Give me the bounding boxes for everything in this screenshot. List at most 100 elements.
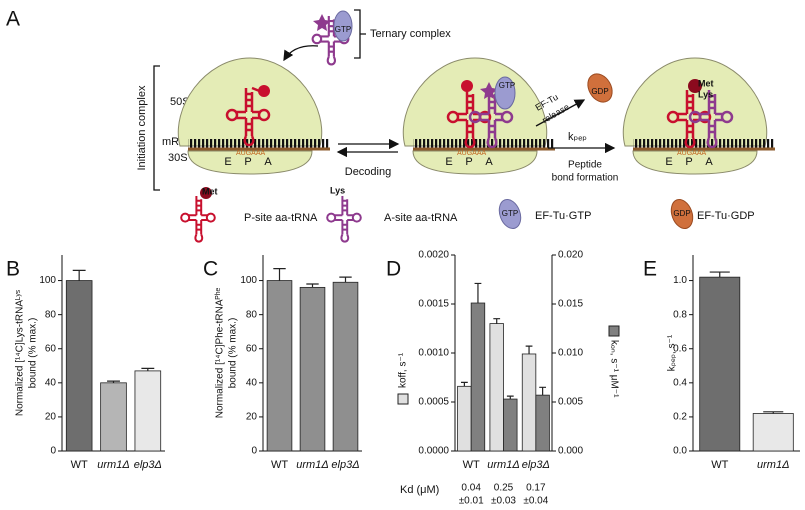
trna-a (326, 194, 362, 243)
ef-tu (587, 73, 613, 103)
legend-label: kₒₙ, s⁻¹ μM⁻¹ (608, 340, 619, 398)
panel-letter: B (6, 258, 20, 281)
aa (258, 85, 270, 97)
ribosome: AUGAAA E P A (176, 56, 332, 176)
ef-tu (494, 76, 516, 110)
panel-letter: E (643, 258, 657, 281)
tick-label: 100 (240, 275, 257, 286)
label: kₚₑₚ (568, 131, 587, 143)
codons: AUGAAA (677, 150, 707, 157)
label: Met (202, 186, 218, 196)
tick-label: 0.0015 (418, 299, 449, 310)
tick-label: 0.0005 (418, 397, 449, 408)
legend-label: EF-Tu·GTP (535, 210, 591, 222)
tick-label: 0.015 (558, 299, 583, 310)
codons: AUGAAA (457, 150, 487, 157)
tick-label: 0.020 (558, 250, 583, 261)
tick-label: 0.0 (673, 446, 687, 457)
site: A (485, 156, 493, 168)
kd-label: Kd (μM) (400, 484, 439, 496)
bar (503, 398, 518, 452)
bar (752, 413, 794, 452)
site: P (685, 156, 692, 168)
label: Lys (330, 185, 345, 195)
panel-letter: C (203, 258, 218, 281)
error-bar (273, 268, 286, 281)
legend-swatch (397, 393, 409, 405)
error-bar (493, 318, 501, 324)
bar (266, 280, 293, 452)
codons: AUGAAA (236, 150, 266, 157)
site: A (705, 156, 713, 168)
bar (65, 280, 93, 452)
gtp: GTP (335, 25, 351, 34)
tick-label: 1.0 (673, 275, 687, 286)
aa (461, 80, 473, 92)
site: P (465, 156, 472, 168)
error-bar (539, 386, 547, 396)
x-tick-label: urm1Δ (97, 459, 129, 471)
bar (332, 281, 359, 452)
bracket (153, 65, 160, 191)
error-bar (474, 282, 482, 304)
x-tick-label: urm1Δ (757, 459, 789, 471)
gtp: GTP (499, 81, 515, 90)
tick-label: 0.2 (673, 412, 687, 423)
bar (521, 353, 537, 452)
kd-error: ±0.04 (523, 496, 548, 507)
arrow (535, 99, 586, 127)
tick-label: 80 (246, 309, 258, 320)
site: E (445, 156, 452, 168)
tick-label: 0.010 (558, 348, 583, 359)
legend-label: EF-Tu·GDP (697, 210, 755, 222)
x-tick-label: elp3Δ (331, 459, 359, 471)
y-axis-label: Normalized [¹⁴C]Lys-tRNAᴸʸˢ (15, 289, 26, 416)
tick-label: 0.6 (673, 343, 687, 354)
kd-value: 0.25 (494, 483, 514, 494)
bar (100, 382, 127, 452)
x-tick-label: elp3Δ (522, 459, 550, 471)
arrow (283, 45, 319, 62)
aa (480, 82, 498, 99)
error-bar (525, 345, 533, 354)
error-bar (72, 269, 86, 281)
panel-letter: A (6, 8, 20, 31)
tick-label: 0.8 (673, 309, 687, 320)
site: E (224, 156, 231, 168)
x-tick-label: urm1Δ (296, 459, 328, 471)
site: P (244, 156, 251, 168)
y-axis-label: bound (% max.) (28, 318, 39, 389)
ribosome: AUGAAA E P A GTP (401, 56, 557, 176)
legend-swatch (608, 325, 620, 337)
y-axis-label: Normalized [¹⁴C]Phe-tRNAᴾʰᵉ (215, 287, 226, 418)
aa (688, 79, 702, 93)
tick-label: 80 (45, 309, 57, 320)
bar (457, 385, 472, 452)
aa (200, 187, 212, 199)
label: bond formation (552, 173, 619, 184)
aa (313, 14, 331, 31)
ef-tu (498, 198, 522, 230)
ef-tu (670, 198, 694, 230)
label: Decoding (345, 166, 391, 178)
tick-label: 0 (251, 446, 257, 457)
bar (134, 370, 162, 452)
error-bar (306, 283, 319, 288)
tick-label: 40 (246, 377, 258, 388)
tick-label: 0.0000 (418, 446, 449, 457)
label: Lys (698, 89, 713, 99)
kd-value: 0.17 (526, 483, 546, 494)
gdp: GDP (591, 87, 608, 96)
x-tick-label: urm1Δ (487, 459, 519, 471)
panel-letter: D (386, 258, 401, 281)
x-tick-label: WT (71, 459, 88, 471)
error-bar (339, 276, 352, 283)
ef-tu (333, 10, 353, 42)
panel-a: A GTP Ternary complex Initiation complex… (6, 8, 777, 243)
label: Ternary complex (370, 28, 451, 40)
tick-label: 0.000 (558, 446, 583, 457)
legend-label: A-site aa-tRNA (384, 212, 458, 224)
error-bar (506, 395, 514, 400)
x-tick-label: WT (463, 459, 480, 471)
